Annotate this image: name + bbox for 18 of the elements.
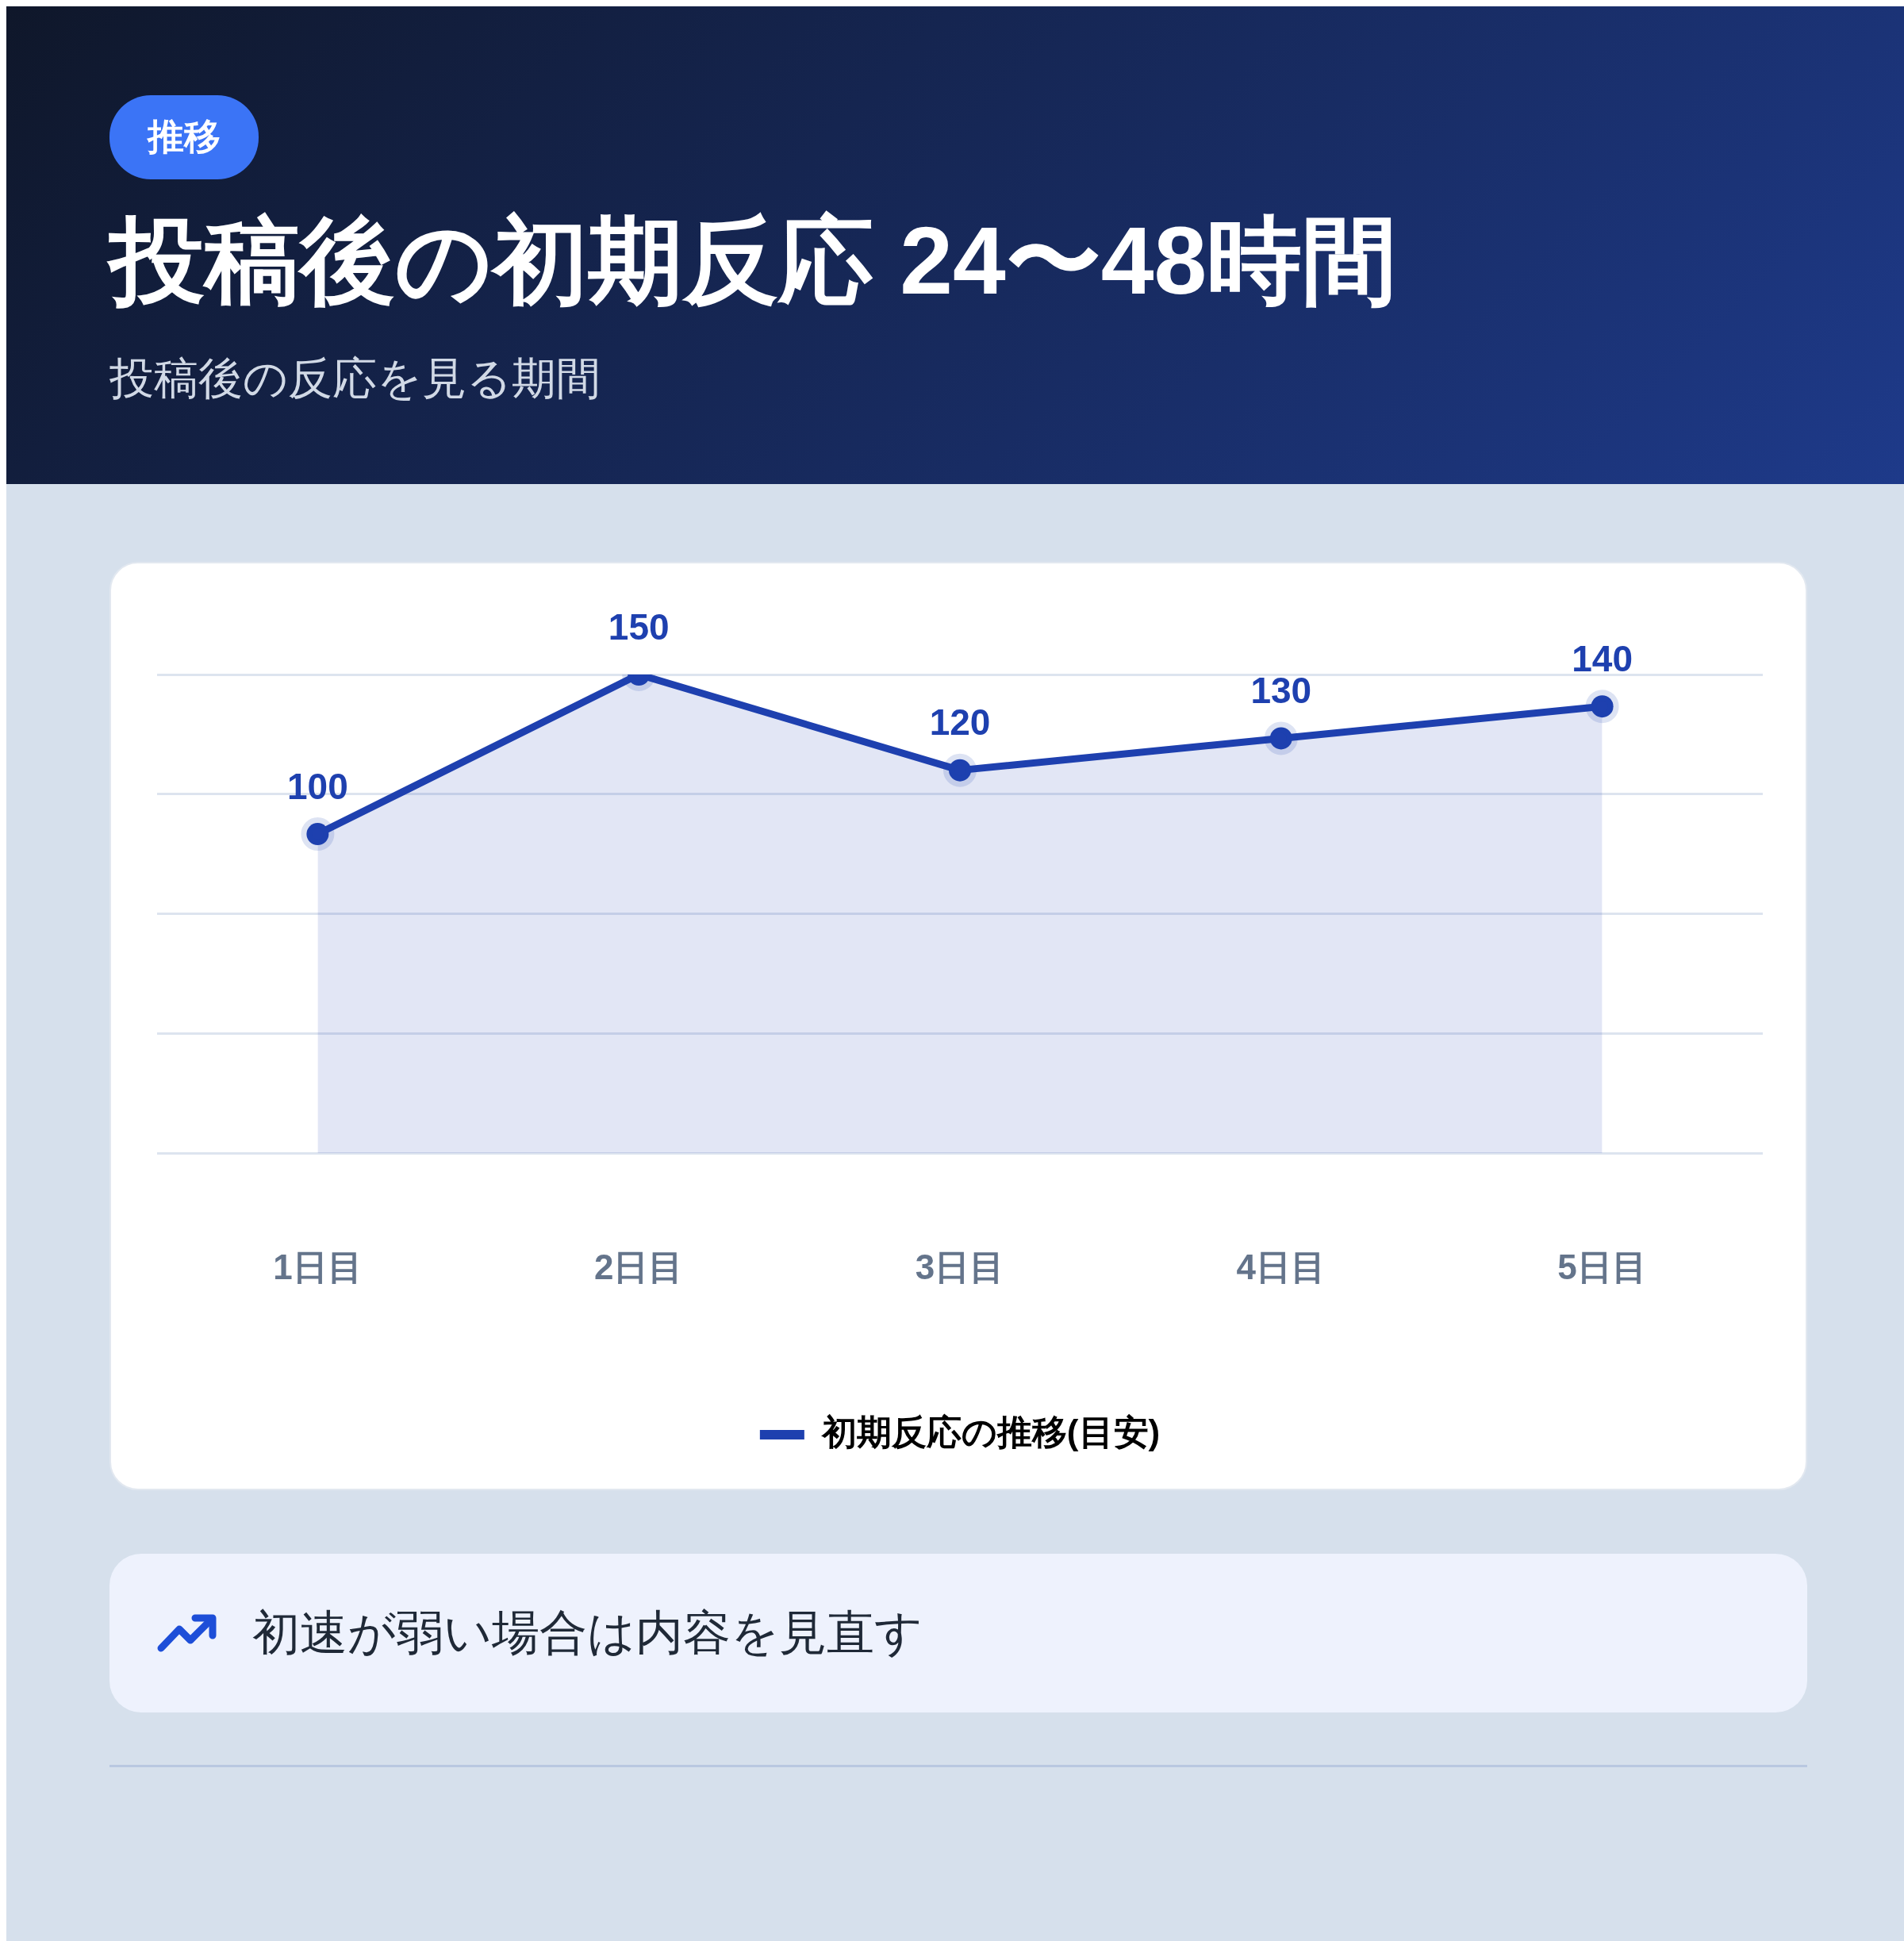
x-tick-label: 1日目 — [273, 1247, 363, 1286]
data-label: 130 — [1250, 670, 1312, 712]
legend-label: 初期反応の推移(目安) — [820, 1413, 1161, 1452]
text: 推移 — [109, 95, 259, 179]
point — [301, 817, 335, 851]
data-label: 140 — [1572, 637, 1633, 679]
x-tick-label: 5日目 — [1557, 1247, 1647, 1286]
text: 初速が弱い場合は内容を見直す — [252, 1605, 923, 1661]
point — [1264, 721, 1298, 755]
x-tick-label: 2日目 — [593, 1247, 684, 1286]
chart-subtitle: 投稿後の反応を見る期間 — [109, 352, 601, 405]
data-label: 120 — [929, 701, 991, 744]
point — [1585, 690, 1619, 724]
point — [943, 753, 977, 787]
data-label: 100 — [287, 765, 348, 807]
x-tick-label: 3日目 — [915, 1247, 1005, 1286]
x-tick-label: 4日目 — [1236, 1247, 1326, 1286]
data-label: 150 — [608, 605, 670, 648]
